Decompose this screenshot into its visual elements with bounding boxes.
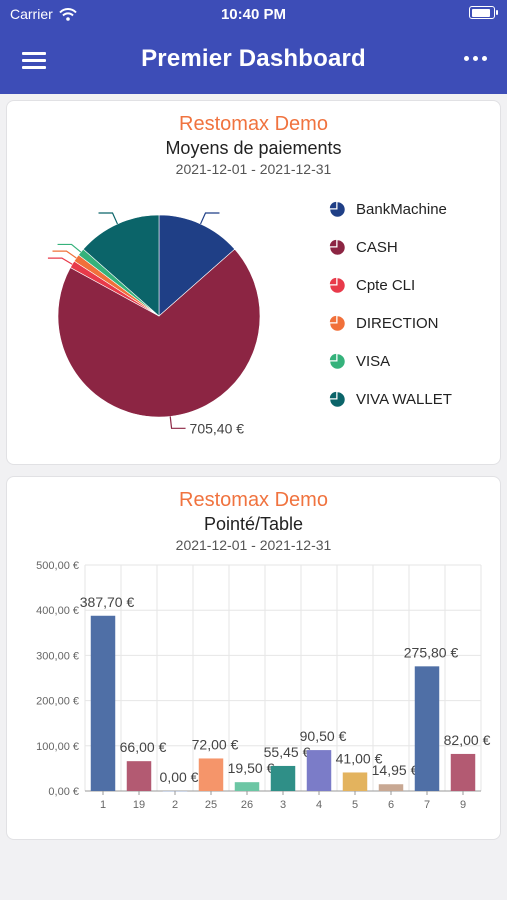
payment-methods-card: Restomax Demo Moyens de paiements 2021-1…	[6, 100, 501, 465]
bar-value-label: 66,00 €	[120, 739, 167, 755]
legend-label: VISA	[356, 353, 391, 370]
card-company-name: Restomax Demo	[179, 113, 328, 135]
bar-5[interactable]	[342, 772, 368, 791]
card-date-range: 2021-12-01 - 2021-12-31	[175, 161, 332, 177]
table-tally-card: Restomax Demo Pointé/Table 2021-12-01 - …	[6, 476, 501, 840]
bar-25[interactable]	[198, 758, 224, 791]
bar-value-label: 387,70 €	[80, 594, 135, 610]
page-title: Premier Dashboard	[141, 45, 366, 72]
x-tick-label: 2	[172, 799, 178, 811]
pie-chart: 705,40 €	[47, 212, 261, 436]
carrier-label: Carrier	[10, 6, 53, 22]
bar-4[interactable]	[306, 750, 332, 791]
y-tick-label: 500,00 €	[36, 560, 79, 572]
card-subtitle: Moyens de paiements	[165, 138, 342, 158]
y-tick-label: 0,00 €	[48, 786, 79, 798]
bar-26[interactable]	[234, 782, 260, 791]
pie-chart-icon	[329, 277, 345, 293]
pie-slice-viva-wallet[interactable]	[82, 214, 160, 317]
legend-label: Cpte CLI	[356, 277, 416, 294]
status-time: 10:40 PM	[220, 6, 287, 23]
y-tick-label: 200,00 €	[36, 696, 79, 708]
bar-value-label: 72,00 €	[192, 736, 239, 752]
pie-leader-line	[98, 212, 119, 225]
legend-label: DIRECTION	[356, 315, 439, 332]
wifi-icon	[59, 7, 77, 21]
bar-6[interactable]	[378, 784, 404, 791]
x-tick-label: 25	[205, 799, 217, 811]
legend-item-direction[interactable]: DIRECTION	[329, 315, 439, 332]
bar-chart: 0,00 €100,00 €200,00 €300,00 €400,00 €50…	[36, 560, 491, 811]
hamburger-icon[interactable]	[22, 50, 48, 70]
bar-value-label: 55,45 €	[264, 744, 311, 760]
x-tick-label: 6	[388, 799, 394, 811]
carrier-info: Carrier	[10, 6, 77, 22]
bar-value-label: 41,00 €	[336, 750, 383, 766]
legend-label: VIVA WALLET	[356, 391, 452, 408]
bar-3[interactable]	[270, 765, 296, 791]
x-tick-label: 19	[133, 799, 145, 811]
x-tick-label: 5	[352, 799, 358, 811]
bar-value-label: 0,00 €	[160, 769, 199, 785]
legend-label: CASH	[356, 239, 398, 256]
bar-value-label: 82,00 €	[444, 732, 491, 748]
bar-value-label: 19,50 €	[228, 760, 275, 776]
legend-item-cash[interactable]: CASH	[329, 239, 398, 256]
legend-item-cpte-cli[interactable]: Cpte CLI	[329, 277, 415, 294]
x-tick-label: 3	[280, 799, 286, 811]
pie-slice-bankmachine[interactable]	[158, 214, 236, 317]
pie-leader-line	[57, 243, 82, 253]
legend-item-bankmachine[interactable]: BankMachine	[329, 201, 447, 218]
bar-value-label: 90,50 €	[300, 728, 347, 744]
x-tick-label: 1	[100, 799, 106, 811]
card-company-name: Restomax Demo	[179, 489, 328, 511]
y-tick-label: 100,00 €	[36, 741, 79, 753]
pie-chart-icon	[329, 315, 345, 331]
bar-value-label: 14,95 €	[372, 762, 419, 778]
legend-item-visa[interactable]: VISA	[329, 353, 390, 370]
pie-chart-icon	[329, 201, 345, 217]
bar-value-label: 275,80 €	[404, 644, 459, 660]
bar-7[interactable]	[414, 666, 440, 791]
status-bar: Carrier 10:40 PM	[0, 0, 507, 28]
battery-icon	[469, 6, 498, 19]
bar-9[interactable]	[450, 753, 476, 791]
y-tick-label: 400,00 €	[36, 605, 79, 617]
card-subtitle: Pointé/Table	[203, 514, 304, 534]
pie-chart-icon	[329, 391, 345, 407]
bar-1[interactable]	[90, 615, 116, 791]
app-header: Carrier 10:40 PM Premier Dashboard	[0, 0, 507, 94]
x-tick-label: 4	[316, 799, 322, 811]
pie-leader-line	[169, 416, 186, 429]
pie-value-label: 705,40 €	[190, 420, 245, 436]
legend-item-viva-wallet[interactable]: VIVA WALLET	[329, 391, 452, 408]
pie-chart-icon	[329, 239, 345, 255]
pie-slice-cash[interactable]	[57, 248, 261, 418]
pie-leader-line	[52, 250, 77, 259]
more-horizontal-icon[interactable]	[464, 56, 487, 61]
pie-leader-line	[47, 257, 73, 265]
x-tick-label: 9	[460, 799, 466, 811]
y-tick-label: 300,00 €	[36, 650, 79, 662]
x-tick-label: 26	[241, 799, 253, 811]
pie-leader-line	[199, 212, 220, 225]
x-tick-label: 7	[424, 799, 430, 811]
pie-chart-icon	[329, 353, 345, 369]
legend-label: BankMachine	[356, 201, 447, 218]
bottom-area	[0, 842, 507, 900]
card-date-range: 2021-12-01 - 2021-12-31	[175, 537, 332, 553]
bar-19[interactable]	[126, 761, 152, 791]
